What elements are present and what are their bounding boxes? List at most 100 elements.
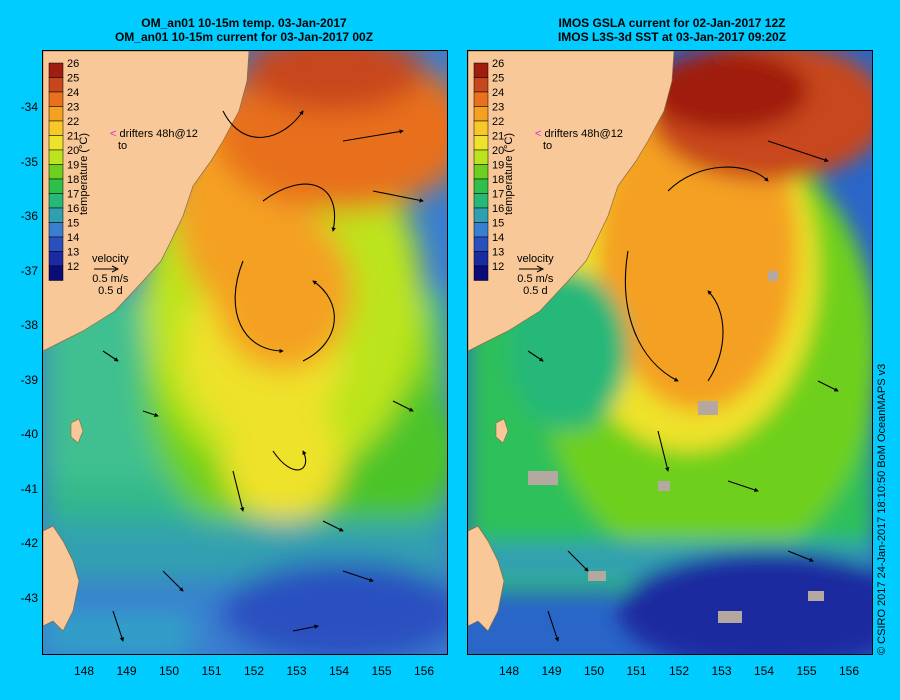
colorbar-swatch (48, 77, 64, 93)
lon-tick-label: 155 (796, 664, 817, 678)
left-velocity-legend: velocity 0.5 m/s 0.5 d (92, 253, 129, 297)
lon-tick-label: 151 (201, 664, 222, 678)
lon-tick-label: 150 (583, 664, 605, 678)
colorbar-swatch (48, 164, 64, 180)
lon-tick-label: 148 (73, 664, 95, 678)
lat-tick-label: -34 (20, 100, 38, 114)
colorbar-swatch (473, 178, 489, 194)
lon-tick-label: 148 (498, 664, 520, 678)
colorbar-tick-label: 23 (492, 102, 504, 114)
colorbar-swatch (48, 120, 64, 136)
colorbar-swatch (473, 265, 489, 281)
lat-tick-label: -41 (20, 481, 38, 496)
colorbar-tick-label: 14 (492, 232, 504, 244)
colorbar-tick-label: 21 (492, 131, 504, 143)
lon-tick-label: 154 (753, 664, 775, 678)
land (43, 51, 250, 632)
colorbar-tick-label: 12 (492, 261, 504, 273)
colorbar-swatch (48, 149, 64, 165)
right-velocity-legend: velocity 0.5 m/s 0.5 d (517, 253, 554, 297)
colorbar-tick-label: 26 (492, 58, 504, 70)
lon-tick-label: 152 (668, 664, 690, 678)
colorbar-swatch (473, 164, 489, 180)
colorbar-tick-label: 12 (67, 261, 79, 273)
lat-tick-label: -36 (20, 209, 38, 223)
right-title: IMOS GSLA current for 02-Jan-2017 12Z IM… (468, 16, 876, 44)
right-title-line1: IMOS GSLA current for 02-Jan-2017 12Z (558, 16, 786, 30)
colorbar-tick-label: 20 (492, 145, 504, 157)
left-title-line2: OM_an01 10-15m current for 03-Jan-2017 0… (114, 30, 374, 44)
lon-tick-label: 153 (286, 664, 307, 678)
left-current-vectors (102, 110, 424, 642)
lat-tick-label: -37 (20, 263, 38, 278)
colorbar-tick-label: 18 (492, 174, 504, 186)
lon-tick-label: 156 (838, 664, 860, 678)
colorbar-swatch (473, 77, 489, 93)
colorbar-swatch (473, 251, 489, 267)
colorbar-tick-label: 17 (492, 189, 504, 201)
colorbar-tick-label: 20 (67, 145, 79, 157)
colorbar-tick-label: 16 (67, 203, 79, 215)
colorbar-swatch (48, 251, 64, 267)
lon-tick-label: 151 (626, 664, 647, 678)
colorbar-tick-label: 15 (492, 218, 504, 230)
lat-tick-label: -40 (20, 427, 38, 441)
colorbar-tick-label: 13 (492, 247, 504, 259)
colorbar-tick-label: 18 (67, 174, 79, 186)
right-current-vectors (527, 140, 839, 642)
land-right (468, 51, 675, 632)
right-map: 26 25 24 23 22 21 20 19 18 17 16 15 14 13 12 (468, 51, 872, 654)
colorbar-tick-label: 15 (67, 218, 79, 230)
colorbar-tick-label: 13 (67, 247, 79, 259)
sst-field-observed (468, 51, 872, 654)
lon-tick-label: 156 (413, 664, 435, 678)
colorbar-tick-label: 25 (492, 73, 504, 85)
lat-tick-label: -43 (20, 590, 38, 605)
colorbar-tick-label: 24 (67, 87, 79, 99)
colorbar-swatch (48, 236, 64, 252)
left-map: 26 25 24 23 22 21 20 19 18 17 16 15 14 13 12 (43, 51, 447, 654)
left-colorbar-label: temperature (°C) (78, 132, 90, 215)
credit-text: © CSIRO 2017 24-Jan-2017 18:10:50 BoM Oc… (876, 363, 888, 655)
colorbar-swatch (48, 265, 64, 281)
colorbar-swatch (48, 207, 64, 223)
colorbar-swatch (48, 91, 64, 107)
lon-tick-label: 150 (158, 664, 180, 678)
sst-field (43, 51, 447, 654)
lon-tick-label: 153 (711, 664, 732, 678)
lat-tick-label: -42 (20, 536, 38, 550)
lat-tick-label: -38 (20, 318, 38, 332)
right-colorbar: 26 25 24 23 22 21 20 19 18 17 16 15 14 13 12 (473, 58, 504, 281)
right-colorbar-label: temperature (°C) (503, 132, 515, 215)
right-map-panel: 26 25 24 23 22 21 20 19 18 17 16 15 14 13 12 (467, 50, 873, 655)
left-colorbar: 26 25 24 23 22 21 20 19 18 17 16 15 14 13 12 (48, 58, 79, 281)
left-drifters-label: < drifters 48h@12 to (110, 128, 198, 152)
lon-tick-label: 149 (541, 664, 562, 678)
left-title-line1: OM_an01 10-15m temp. 03-Jan-2017 (141, 16, 347, 30)
colorbar-tick-label: 22 (492, 116, 504, 128)
lat-tick-label: -35 (20, 154, 38, 169)
colorbar-swatch (48, 135, 64, 151)
colorbar-swatch (473, 135, 489, 151)
colorbar-tick-label: 26 (67, 58, 79, 70)
colorbar-swatch (473, 207, 489, 223)
colorbar-tick-label: 24 (492, 87, 504, 99)
left-map-panel: 26 25 24 23 22 21 20 19 18 17 16 15 14 13 12 (42, 50, 448, 655)
colorbar-tick-label: 16 (492, 203, 504, 215)
colorbar-swatch (48, 106, 64, 122)
colorbar-tick-label: 19 (492, 160, 504, 172)
colorbar-tick-label: 25 (67, 73, 79, 85)
colorbar-swatch (473, 193, 489, 209)
lon-tick-label: 149 (116, 664, 137, 678)
colorbar-tick-label: 17 (67, 189, 79, 201)
colorbar-swatch (473, 222, 489, 238)
colorbar-swatch (48, 193, 64, 209)
colorbar-swatch (473, 62, 489, 78)
colorbar-swatch (473, 120, 489, 136)
colorbar-swatch (473, 106, 489, 122)
lat-tick-label: -39 (20, 372, 38, 387)
colorbar-swatch (473, 149, 489, 165)
colorbar-swatch (48, 62, 64, 78)
colorbar-tick-label: 19 (67, 160, 79, 172)
lon-tick-label: 152 (243, 664, 265, 678)
